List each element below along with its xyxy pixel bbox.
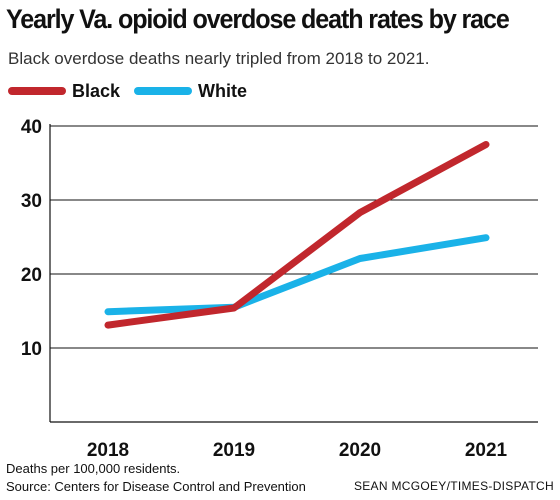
x-tick-label: 2018: [87, 440, 129, 457]
legend-label-white: White: [198, 80, 248, 101]
y-tick-label: 20: [21, 265, 42, 286]
x-tick-label: 2020: [339, 440, 381, 457]
line-chart: 10 20 30 40 2018 2019 2020 2021: [21, 117, 538, 457]
legend-swatch-white: [134, 87, 193, 95]
series-line-white: [104, 234, 490, 316]
units-note: Deaths per 100,000 residents.: [6, 461, 181, 476]
legend-swatch-black: [8, 87, 66, 95]
x-tick-label: 2019: [213, 440, 255, 457]
legend-label-black: Black: [72, 80, 121, 101]
x-tick-label: 2021: [465, 440, 508, 457]
source-note: Source: Centers for Disease Control and …: [6, 479, 306, 494]
legend-item-black: Black: [8, 81, 120, 102]
y-tick-label: 40: [21, 117, 42, 138]
y-tick-label: 10: [21, 339, 42, 360]
y-tick-label: 30: [21, 191, 42, 212]
series-line-black: [104, 141, 490, 329]
chart-subtitle: Black overdose deaths nearly tripled fro…: [8, 49, 430, 68]
chart-title: Yearly Va. opioid overdose death rates b…: [6, 4, 510, 34]
credit-note: SEAN MCGOEY/TIMES-DISPATCH: [353, 479, 554, 493]
legend: Black White: [8, 80, 261, 102]
legend-item-white: White: [134, 81, 247, 102]
